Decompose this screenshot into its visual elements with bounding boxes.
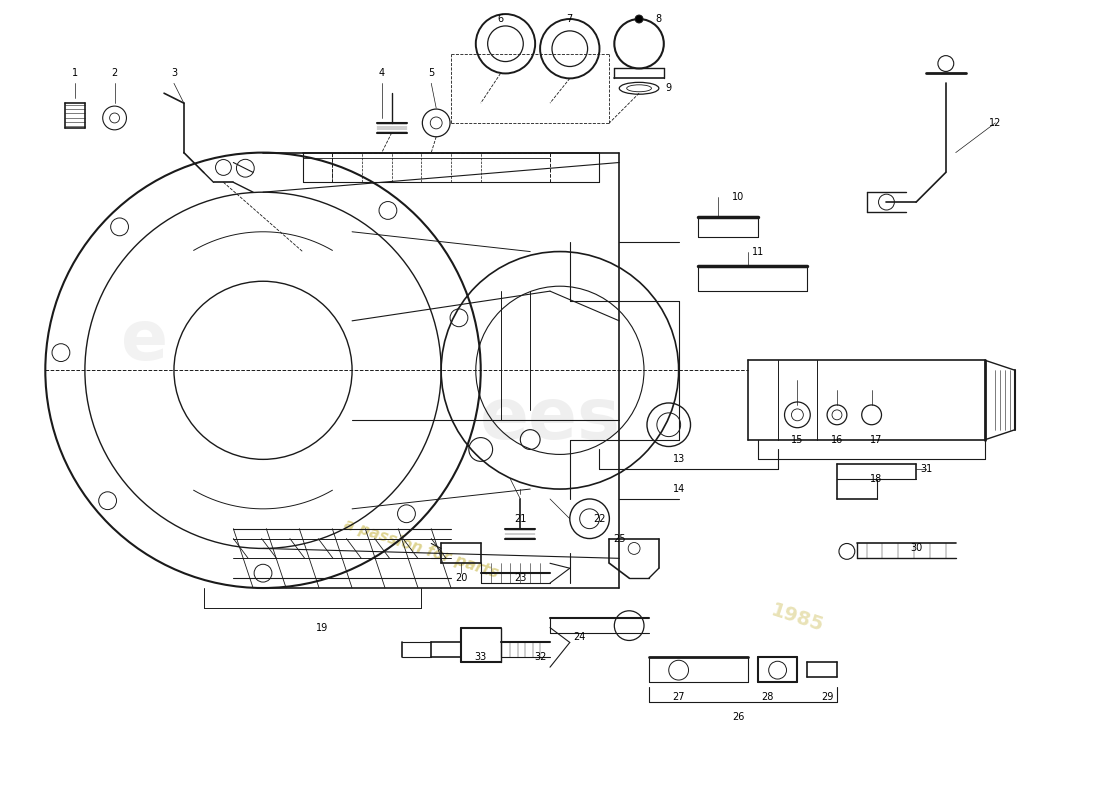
Text: 4: 4 (378, 69, 385, 78)
Text: 2: 2 (111, 69, 118, 78)
Text: 10: 10 (732, 192, 744, 202)
Text: 5: 5 (428, 69, 435, 78)
Text: 13: 13 (672, 454, 685, 464)
Text: 22: 22 (593, 514, 606, 524)
Text: 27: 27 (672, 692, 685, 702)
Text: 7: 7 (566, 14, 573, 24)
Text: 26: 26 (732, 712, 745, 722)
Text: 28: 28 (761, 692, 774, 702)
Text: 19: 19 (317, 622, 329, 633)
Text: 21: 21 (514, 514, 527, 524)
Text: 25: 25 (613, 534, 626, 543)
Text: 11: 11 (751, 246, 763, 257)
Text: e: e (121, 307, 168, 374)
Text: 20: 20 (454, 573, 467, 583)
Text: 1985: 1985 (769, 600, 826, 635)
Text: ees: ees (480, 386, 620, 454)
Text: 12: 12 (989, 118, 1001, 128)
Text: 14: 14 (672, 484, 685, 494)
Text: a passion for parts: a passion for parts (342, 516, 500, 581)
Text: 6: 6 (497, 14, 504, 24)
Text: 17: 17 (870, 434, 882, 445)
Text: 15: 15 (791, 434, 804, 445)
Text: 16: 16 (830, 434, 843, 445)
Text: 18: 18 (870, 474, 882, 484)
Text: 23: 23 (514, 573, 527, 583)
Text: 24: 24 (573, 633, 586, 642)
Circle shape (635, 15, 643, 23)
Text: 3: 3 (170, 69, 177, 78)
Text: 31: 31 (920, 464, 932, 474)
Text: 1: 1 (72, 69, 78, 78)
Text: 33: 33 (474, 652, 487, 662)
Text: 9: 9 (666, 83, 672, 94)
Text: 29: 29 (821, 692, 834, 702)
Text: 8: 8 (656, 14, 662, 24)
Text: 30: 30 (910, 543, 922, 554)
Text: 32: 32 (534, 652, 547, 662)
